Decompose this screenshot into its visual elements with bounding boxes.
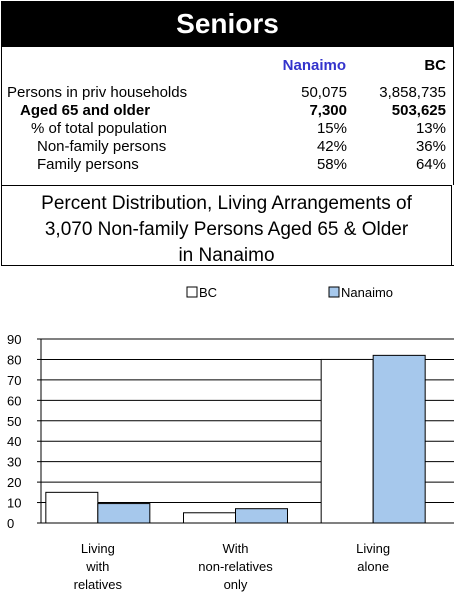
x-category-label: Living (356, 541, 390, 556)
y-tick-label: 80 (7, 352, 21, 367)
stats-row-label: Persons in priv households (7, 84, 188, 101)
legend-label-nanaimo: Nanaimo (341, 285, 393, 300)
stats-row-label: Non-family persons (37, 138, 167, 155)
x-category-label: with (85, 559, 109, 574)
stats-value-bc: 64% (415, 156, 446, 173)
page-title-text: Seniors (176, 8, 279, 39)
stats-row-label: Aged 65 and older (20, 102, 151, 119)
column-header-bc: BC (424, 57, 446, 74)
chart-area: 0 10 20 30 40 50 60 70 80 90 Living with relatives Wi… (1, 265, 454, 603)
x-category-label: With (223, 541, 249, 556)
chart-title-line: 3,070 Non-family Persons Aged 65 & Older (44, 219, 409, 240)
stats-row: Persons in priv households 50,075 3,858,73… (2, 85, 453, 101)
legend-swatch-nanaimo (328, 286, 340, 298)
y-tick-label: 60 (7, 393, 21, 408)
x-category-label: only (224, 577, 248, 592)
bar-nanaimo-0 (97, 503, 151, 524)
legend-swatch-bc (186, 286, 198, 298)
stats-value-bc: 13% (415, 120, 446, 137)
bar-nanaimo-2 (372, 354, 426, 524)
stats-value-nanaimo: 42% (316, 138, 347, 155)
legend-label-bc: BC (199, 285, 217, 300)
bar-bc-1 (183, 512, 236, 524)
chart-title: Percent Distribution, Living Arrangement… (1, 185, 452, 266)
stats-table: Nanaimo BC Persons in priv households 50,… (1, 47, 454, 185)
y-tick-label: 90 (7, 332, 21, 347)
y-tick-label: 0 (7, 516, 14, 531)
x-category-label: alone (357, 559, 389, 574)
stats-row: Family persons 58% 64% (2, 157, 453, 173)
x-category-label: non-relatives (198, 559, 273, 574)
y-tick-label: 30 (7, 455, 21, 470)
stats-value-bc: 36% (415, 138, 446, 155)
x-category-label: relatives (74, 577, 123, 592)
stats-value-bc: 3,858,735 (379, 84, 446, 101)
y-tick-label: 10 (7, 496, 21, 511)
chart-title-line: in Nanaimo (178, 245, 275, 266)
bar-bc-2 (320, 358, 374, 524)
bar-bc-0 (45, 491, 99, 524)
y-tick-label: 20 (7, 475, 21, 490)
stats-value-nanaimo: 15% (316, 120, 347, 137)
stats-row: % of total population 15% 13% (2, 121, 453, 137)
stats-value-bc: 503,625 (391, 102, 446, 119)
x-category-label: Living (81, 541, 115, 556)
page-title: Seniors (1, 1, 454, 47)
y-tick-label: 40 (7, 434, 21, 449)
stats-value-nanaimo: 50,075 (301, 84, 347, 101)
stats-value-nanaimo: 58% (316, 156, 347, 173)
column-header-nanaimo: Nanaimo (282, 57, 346, 74)
stats-row-label: % of total population (31, 120, 167, 137)
stats-row-label: Family persons (37, 156, 139, 173)
y-tick-label: 70 (7, 373, 21, 388)
bar-nanaimo-1 (235, 508, 288, 524)
stats-row: Non-family persons 42% 36% (2, 139, 453, 155)
y-tick-label: 50 (7, 414, 21, 429)
bar-chart: 0 10 20 30 40 50 60 70 80 90 Living with relatives Wi… (7, 285, 454, 592)
stats-value-nanaimo: 7,300 (309, 102, 347, 119)
chart-title-line: Percent Distribution, Living Arrangement… (41, 193, 412, 214)
stats-row: Aged 65 and older 7,300 503,625 (2, 103, 453, 119)
